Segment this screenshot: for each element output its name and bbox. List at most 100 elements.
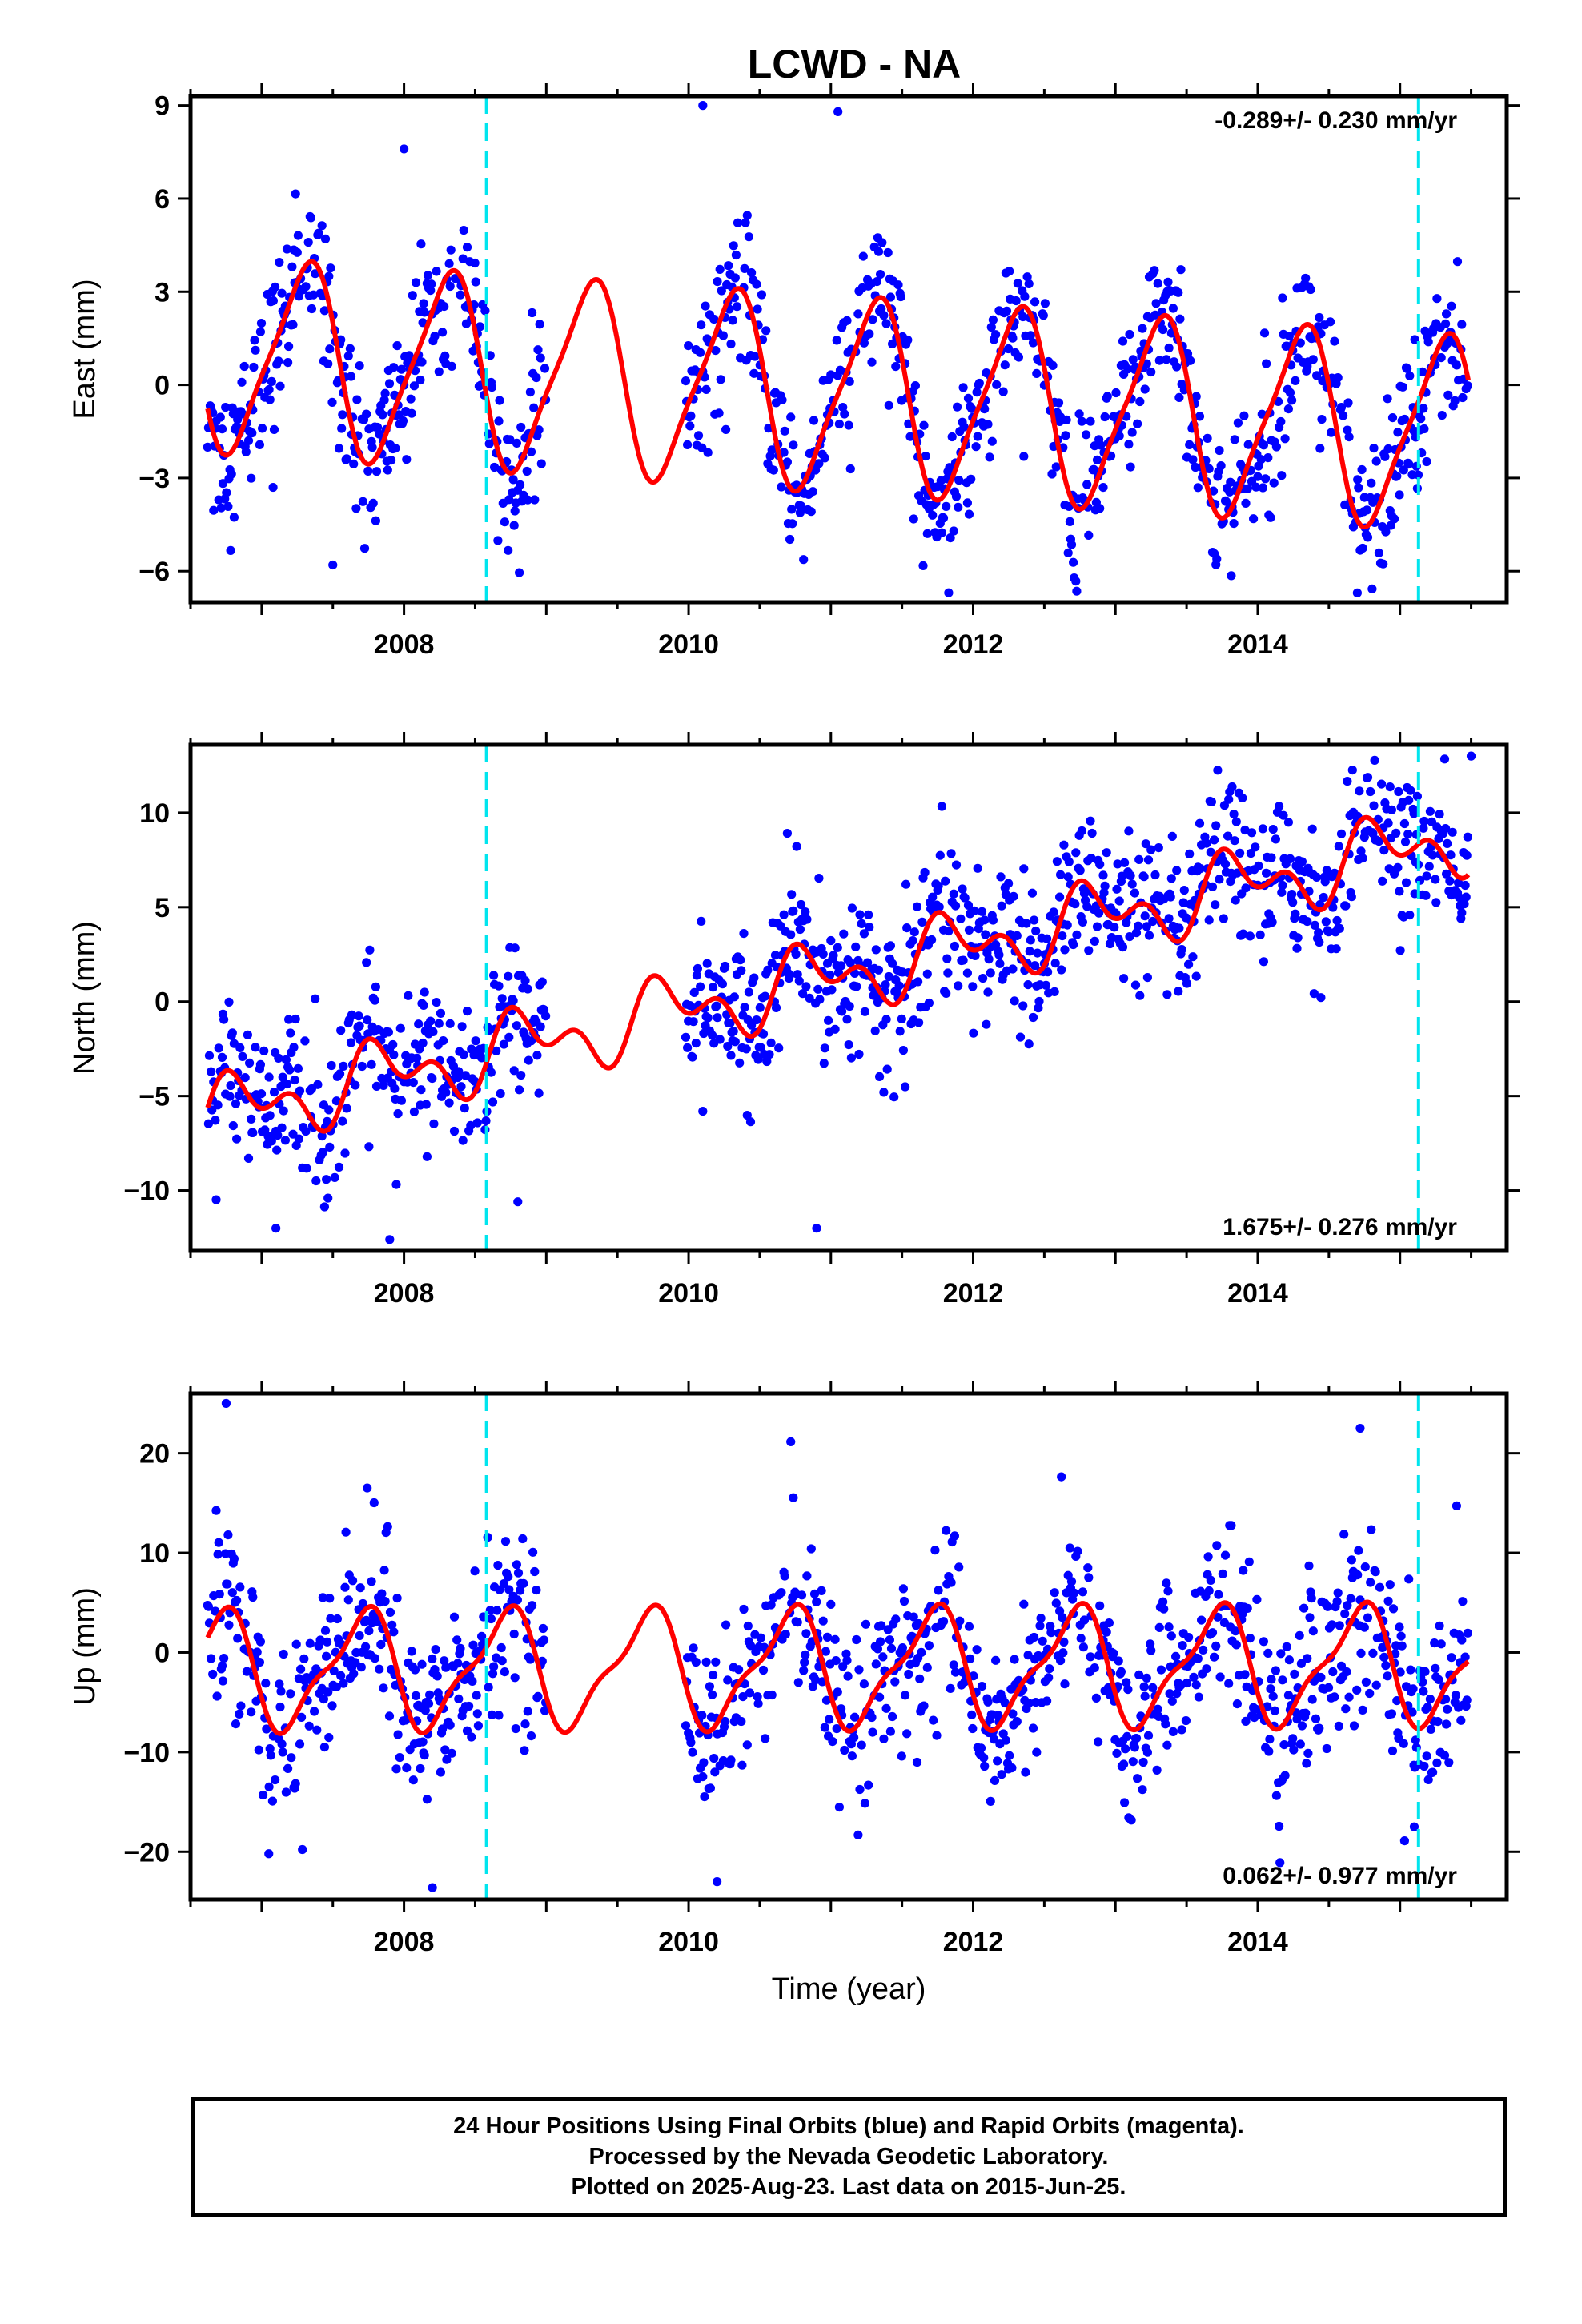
- data-point: [1356, 846, 1366, 856]
- data-point: [1231, 1626, 1240, 1636]
- data-point: [860, 1007, 869, 1016]
- data-point: [1202, 1664, 1211, 1674]
- data-point: [1392, 1696, 1402, 1706]
- data-point: [402, 1763, 412, 1773]
- data-point: [1431, 1663, 1440, 1673]
- data-point: [513, 1568, 524, 1578]
- data-point: [696, 982, 705, 991]
- data-point: [1028, 1723, 1038, 1733]
- data-point: [1276, 416, 1286, 427]
- data-point: [439, 1036, 448, 1046]
- data-point: [1030, 1632, 1039, 1642]
- data-point: [693, 431, 704, 440]
- data-point: [1343, 425, 1352, 435]
- data-point: [744, 987, 754, 997]
- data-point: [1339, 1530, 1349, 1539]
- data-point: [865, 329, 874, 339]
- data-point: [1370, 755, 1379, 766]
- data-point: [1335, 923, 1344, 933]
- east-data-layer: [203, 101, 1472, 597]
- data-point: [820, 1043, 829, 1053]
- data-point: [319, 1695, 328, 1704]
- data-point: [1138, 324, 1147, 333]
- data-point: [949, 526, 958, 536]
- x-tick-label: 2010: [658, 1278, 719, 1309]
- data-point: [1341, 901, 1351, 911]
- data-point: [757, 290, 767, 300]
- data-point: [228, 1121, 238, 1131]
- data-point: [1267, 1675, 1276, 1684]
- data-point: [1148, 1683, 1158, 1692]
- x-tick-label: 2014: [1227, 1278, 1288, 1309]
- data-point: [962, 498, 972, 508]
- data-point: [1369, 801, 1379, 810]
- data-point: [395, 1753, 404, 1763]
- data-point: [1126, 462, 1135, 472]
- data-point: [249, 362, 259, 372]
- data-point: [1153, 1704, 1162, 1714]
- data-point: [512, 438, 522, 448]
- data-point: [1036, 1614, 1046, 1623]
- data-point: [1024, 1699, 1034, 1708]
- data-point: [976, 1743, 986, 1753]
- data-point: [525, 1655, 536, 1664]
- data-point: [1055, 892, 1065, 902]
- up-panel-frame: [188, 1391, 1509, 1902]
- data-point: [885, 1727, 895, 1736]
- data-point: [788, 519, 797, 529]
- data-point: [851, 942, 861, 951]
- data-point: [523, 1707, 532, 1716]
- data-point: [536, 353, 545, 363]
- data-point: [1443, 838, 1452, 848]
- data-point: [1463, 832, 1472, 842]
- data-point: [1247, 828, 1257, 838]
- data-point: [1163, 1586, 1173, 1596]
- data-point: [879, 1734, 889, 1743]
- data-point: [983, 420, 993, 429]
- data-point: [970, 951, 980, 960]
- data-point: [1259, 440, 1268, 450]
- y-tick-label: −10: [123, 1176, 170, 1207]
- data-point: [970, 906, 979, 915]
- data-point: [1174, 287, 1183, 297]
- data-point: [712, 1001, 721, 1011]
- data-point: [1240, 825, 1250, 835]
- data-point: [500, 517, 510, 527]
- data-point: [686, 1738, 696, 1747]
- data-point: [237, 377, 247, 387]
- data-point: [1035, 1621, 1045, 1630]
- data-point: [1458, 392, 1468, 403]
- data-point: [429, 1119, 439, 1128]
- data-point: [283, 358, 293, 368]
- data-point: [941, 876, 950, 886]
- data-point: [1026, 935, 1035, 945]
- data-point: [1388, 1604, 1399, 1614]
- x-tick-label: 2014: [1227, 1927, 1288, 1957]
- data-point: [1383, 394, 1392, 404]
- data-point: [504, 1585, 514, 1594]
- data-point: [1083, 1563, 1093, 1573]
- data-point: [1142, 973, 1152, 983]
- data-point: [508, 996, 518, 1006]
- data-point: [268, 296, 278, 306]
- data-point: [444, 259, 454, 268]
- data-point: [820, 1723, 829, 1732]
- data-point: [1073, 1546, 1082, 1556]
- data-point: [425, 1690, 435, 1699]
- data-point: [1395, 490, 1404, 500]
- data-point: [1063, 548, 1073, 558]
- data-point: [430, 332, 440, 341]
- data-point: [1363, 533, 1373, 542]
- data-point: [223, 501, 233, 512]
- data-point: [268, 482, 278, 493]
- data-point: [868, 1727, 877, 1737]
- data-point: [1379, 1652, 1389, 1662]
- up-scatter-points: [203, 1398, 1472, 1892]
- data-point: [1111, 388, 1121, 398]
- data-point: [494, 416, 504, 426]
- data-point: [466, 1120, 476, 1130]
- data-point: [1425, 806, 1435, 816]
- y-tick-label: 0: [155, 987, 170, 1018]
- data-point: [992, 380, 1002, 389]
- data-point: [1323, 1602, 1332, 1611]
